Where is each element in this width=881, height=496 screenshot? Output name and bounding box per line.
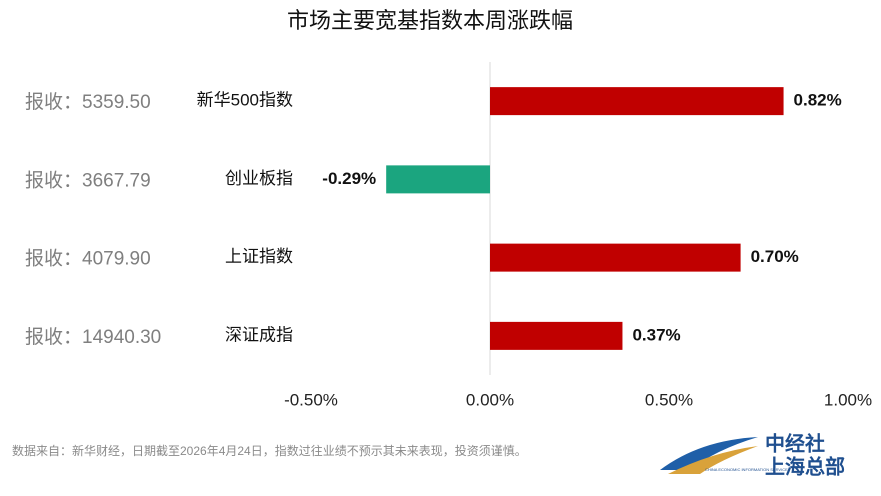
logo-swoosh [660, 437, 758, 470]
close-annotation: 报收：3667.79 [25, 169, 151, 191]
logo-name: 中经社 [765, 431, 825, 455]
x-tick-label: 1.00% [824, 390, 872, 409]
source-note: 数据来自：新华财经，日期截至2026年4月24日，指数过往业绩不预示其未来表现，… [12, 443, 527, 458]
value-label: 0.37% [632, 325, 680, 344]
category-label: 上证指数 [225, 247, 293, 266]
close-annotation: 报收：14940.30 [25, 326, 161, 348]
value-label: 0.82% [794, 91, 842, 110]
x-tick-label: 0.50% [645, 390, 693, 409]
logo-swoosh [668, 446, 758, 474]
bar [386, 165, 490, 194]
close-annotation: 报收：5359.50 [25, 91, 151, 113]
bar [490, 243, 741, 272]
x-tick-label: 0.00% [466, 390, 514, 409]
bar [490, 321, 623, 350]
bar [490, 87, 784, 116]
close-annotation: 报收：4079.90 [25, 248, 151, 270]
value-label: 0.70% [751, 247, 799, 266]
category-label: 创业板指 [225, 169, 293, 188]
logo: 中经社 上海总部 CHINA ECONOMIC INFORMATION SERV… [660, 431, 845, 478]
category-label: 深证成指 [225, 325, 293, 344]
logo-branch: 上海总部 [765, 454, 845, 478]
value-label: -0.29% [322, 169, 376, 188]
chart-title: 市场主要宽基指数本周涨跌幅 [287, 8, 573, 33]
logo-english: CHINA ECONOMIC INFORMATION SERVICE [705, 467, 788, 472]
x-tick-label: -0.50% [284, 390, 338, 409]
category-label: 新华500指数 [197, 91, 293, 110]
